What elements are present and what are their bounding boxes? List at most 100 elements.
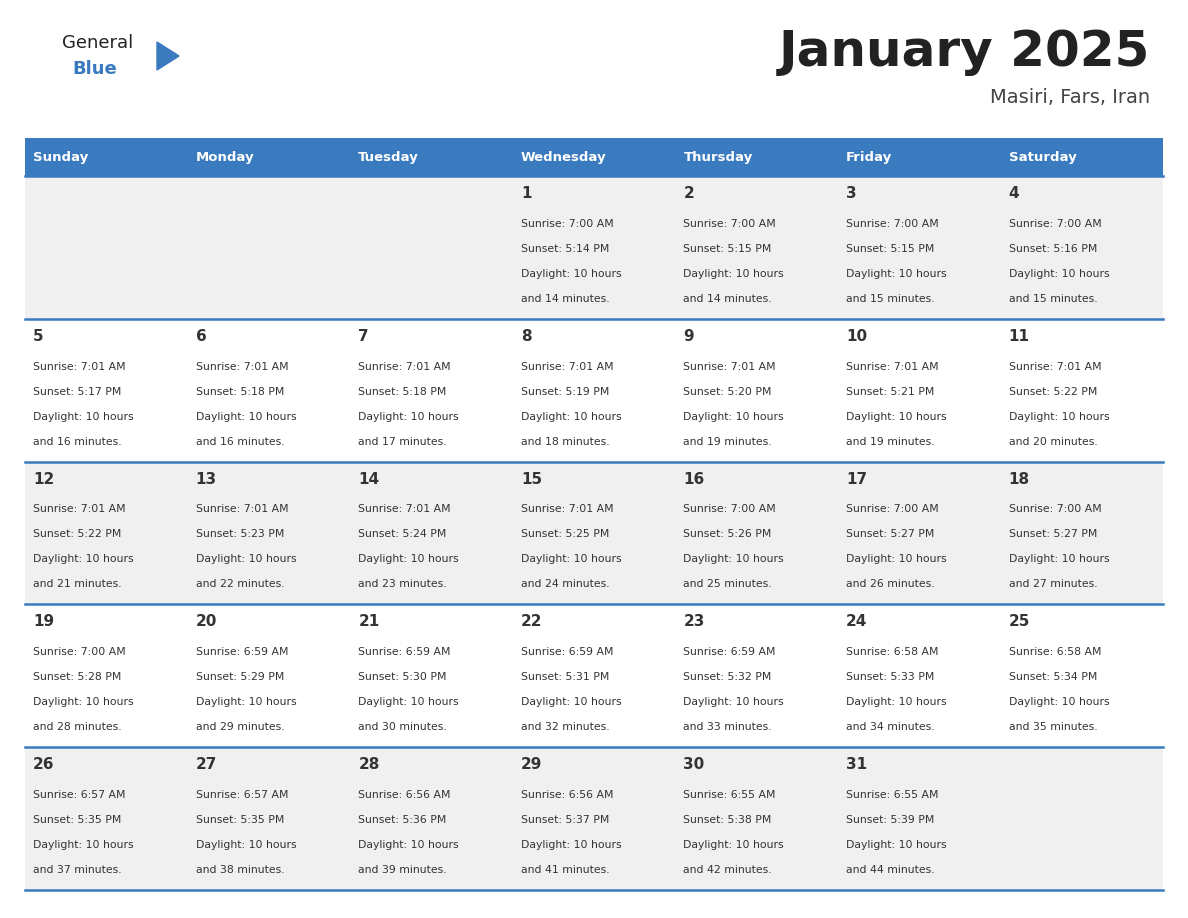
Text: and 21 minutes.: and 21 minutes.	[33, 579, 121, 589]
Text: 13: 13	[196, 472, 217, 487]
Text: Sunrise: 6:56 AM: Sunrise: 6:56 AM	[359, 790, 450, 800]
Bar	[350, 138, 513, 176]
Text: Sunrise: 7:00 AM: Sunrise: 7:00 AM	[683, 218, 776, 229]
Text: 3: 3	[846, 186, 857, 201]
Text: and 34 minutes.: and 34 minutes.	[846, 722, 935, 733]
Text: and 28 minutes.: and 28 minutes.	[33, 722, 121, 733]
Text: Sunrise: 7:00 AM: Sunrise: 7:00 AM	[846, 504, 939, 514]
Text: 10: 10	[846, 329, 867, 344]
Text: Sunset: 5:15 PM: Sunset: 5:15 PM	[683, 244, 772, 254]
Text: Sunrise: 7:01 AM: Sunrise: 7:01 AM	[196, 362, 289, 372]
Text: and 32 minutes.: and 32 minutes.	[520, 722, 609, 733]
Text: Tuesday: Tuesday	[359, 151, 419, 163]
Text: and 37 minutes.: and 37 minutes.	[33, 865, 121, 875]
Text: Sunset: 5:34 PM: Sunset: 5:34 PM	[1009, 672, 1097, 682]
Text: 23: 23	[683, 614, 704, 630]
Text: 26: 26	[33, 757, 55, 772]
Text: and 39 minutes.: and 39 minutes.	[359, 865, 447, 875]
Text: and 30 minutes.: and 30 minutes.	[359, 722, 447, 733]
Text: 12: 12	[33, 472, 55, 487]
Text: Daylight: 10 hours: Daylight: 10 hours	[520, 697, 621, 707]
Bar	[25, 747, 1163, 890]
Text: Sunset: 5:31 PM: Sunset: 5:31 PM	[520, 672, 609, 682]
Text: Sunset: 5:22 PM: Sunset: 5:22 PM	[33, 530, 121, 540]
Text: 18: 18	[1009, 472, 1030, 487]
Text: 2: 2	[683, 186, 694, 201]
Text: Daylight: 10 hours: Daylight: 10 hours	[33, 840, 134, 850]
Text: Saturday: Saturday	[1009, 151, 1076, 163]
Text: Daylight: 10 hours: Daylight: 10 hours	[1009, 269, 1110, 279]
Text: 6: 6	[196, 329, 207, 344]
Text: Sunset: 5:26 PM: Sunset: 5:26 PM	[683, 530, 772, 540]
Text: Daylight: 10 hours: Daylight: 10 hours	[520, 411, 621, 421]
Text: and 17 minutes.: and 17 minutes.	[359, 437, 447, 447]
Text: and 23 minutes.: and 23 minutes.	[359, 579, 447, 589]
Text: and 22 minutes.: and 22 minutes.	[196, 579, 284, 589]
Text: 5: 5	[33, 329, 44, 344]
Text: Sunrise: 6:57 AM: Sunrise: 6:57 AM	[33, 790, 126, 800]
Text: Sunset: 5:30 PM: Sunset: 5:30 PM	[359, 672, 447, 682]
Text: 20: 20	[196, 614, 217, 630]
Text: Sunrise: 7:01 AM: Sunrise: 7:01 AM	[846, 362, 939, 372]
Text: Sunset: 5:35 PM: Sunset: 5:35 PM	[196, 815, 284, 825]
Text: Sunrise: 6:59 AM: Sunrise: 6:59 AM	[683, 647, 776, 657]
Text: Daylight: 10 hours: Daylight: 10 hours	[33, 697, 134, 707]
Text: and 20 minutes.: and 20 minutes.	[1009, 437, 1098, 447]
Polygon shape	[157, 42, 179, 70]
Text: 7: 7	[359, 329, 369, 344]
Text: Daylight: 10 hours: Daylight: 10 hours	[1009, 554, 1110, 565]
Text: General: General	[62, 34, 133, 52]
Text: Daylight: 10 hours: Daylight: 10 hours	[1009, 697, 1110, 707]
Text: Sunset: 5:14 PM: Sunset: 5:14 PM	[520, 244, 609, 254]
Text: Sunday: Sunday	[33, 151, 88, 163]
Text: Sunset: 5:39 PM: Sunset: 5:39 PM	[846, 815, 934, 825]
Text: Sunrise: 7:01 AM: Sunrise: 7:01 AM	[1009, 362, 1101, 372]
Text: 27: 27	[196, 757, 217, 772]
Text: Sunrise: 7:00 AM: Sunrise: 7:00 AM	[1009, 504, 1101, 514]
Text: Sunrise: 6:59 AM: Sunrise: 6:59 AM	[520, 647, 613, 657]
Text: 30: 30	[683, 757, 704, 772]
Text: and 27 minutes.: and 27 minutes.	[1009, 579, 1098, 589]
Text: and 14 minutes.: and 14 minutes.	[520, 294, 609, 304]
Text: 25: 25	[1009, 614, 1030, 630]
Bar	[25, 604, 1163, 747]
Text: Daylight: 10 hours: Daylight: 10 hours	[196, 840, 296, 850]
Bar	[25, 176, 1163, 319]
Text: Sunrise: 6:59 AM: Sunrise: 6:59 AM	[196, 647, 289, 657]
Text: Sunrise: 6:56 AM: Sunrise: 6:56 AM	[520, 790, 613, 800]
Text: and 38 minutes.: and 38 minutes.	[196, 865, 284, 875]
Text: Daylight: 10 hours: Daylight: 10 hours	[196, 554, 296, 565]
Text: Sunrise: 7:01 AM: Sunrise: 7:01 AM	[33, 362, 126, 372]
Text: Sunset: 5:21 PM: Sunset: 5:21 PM	[846, 386, 934, 397]
Text: Daylight: 10 hours: Daylight: 10 hours	[683, 411, 784, 421]
Text: Sunset: 5:27 PM: Sunset: 5:27 PM	[846, 530, 934, 540]
Text: and 35 minutes.: and 35 minutes.	[1009, 722, 1098, 733]
Text: Daylight: 10 hours: Daylight: 10 hours	[196, 411, 296, 421]
Text: January 2025: January 2025	[778, 28, 1150, 76]
Text: Daylight: 10 hours: Daylight: 10 hours	[33, 411, 134, 421]
Text: Thursday: Thursday	[683, 151, 753, 163]
Text: Sunrise: 6:57 AM: Sunrise: 6:57 AM	[196, 790, 289, 800]
Text: and 26 minutes.: and 26 minutes.	[846, 579, 935, 589]
Bar	[25, 462, 1163, 604]
Text: Daylight: 10 hours: Daylight: 10 hours	[846, 697, 947, 707]
Bar	[25, 138, 188, 176]
Text: 21: 21	[359, 614, 379, 630]
Text: Sunset: 5:19 PM: Sunset: 5:19 PM	[520, 386, 609, 397]
Text: Sunrise: 7:01 AM: Sunrise: 7:01 AM	[359, 362, 451, 372]
Text: Blue: Blue	[72, 60, 116, 78]
Text: Sunset: 5:33 PM: Sunset: 5:33 PM	[846, 672, 934, 682]
Text: Daylight: 10 hours: Daylight: 10 hours	[520, 840, 621, 850]
Text: Sunrise: 7:00 AM: Sunrise: 7:00 AM	[33, 647, 126, 657]
Bar	[188, 138, 350, 176]
Bar	[1000, 138, 1163, 176]
Text: Friday: Friday	[846, 151, 892, 163]
Text: Sunset: 5:38 PM: Sunset: 5:38 PM	[683, 815, 772, 825]
Text: and 41 minutes.: and 41 minutes.	[520, 865, 609, 875]
Text: Wednesday: Wednesday	[520, 151, 606, 163]
Text: Daylight: 10 hours: Daylight: 10 hours	[520, 554, 621, 565]
Text: Daylight: 10 hours: Daylight: 10 hours	[33, 554, 134, 565]
Text: 15: 15	[520, 472, 542, 487]
Text: Sunset: 5:25 PM: Sunset: 5:25 PM	[520, 530, 609, 540]
Text: 8: 8	[520, 329, 531, 344]
